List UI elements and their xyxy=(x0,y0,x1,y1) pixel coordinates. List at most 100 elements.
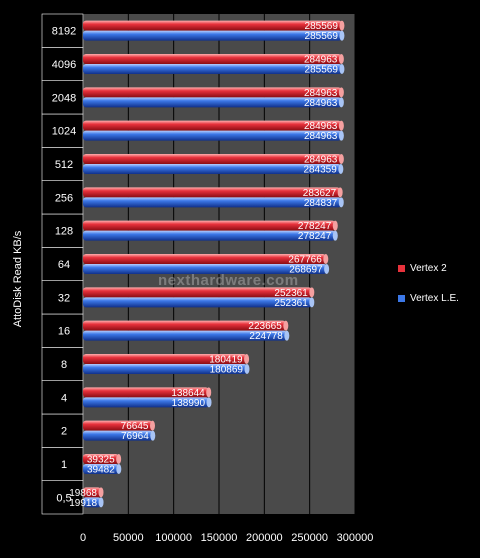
bar-cap-vertex-l-e-128 xyxy=(332,230,338,241)
category-cell-16 xyxy=(41,313,84,348)
bar-cap-vertex-l-e-4096 xyxy=(339,64,345,74)
x-tick-150000: 150000 xyxy=(201,532,238,544)
bar-cap-vertex-l-e-1024 xyxy=(338,130,344,141)
category-cell-2048 xyxy=(41,80,84,115)
category-cell-8 xyxy=(41,347,84,381)
bar-vertex-2-32 xyxy=(83,287,312,298)
bar-cap-vertex-2-1 xyxy=(116,454,122,464)
x-tick-250000: 250000 xyxy=(291,532,328,544)
bar-cap-vertex-2-128 xyxy=(332,220,338,231)
bar-vertex-l-e-4 xyxy=(83,397,210,408)
data-label-vertex-2-32: 252361 xyxy=(274,288,308,299)
bar-cap-vertex-2-2 xyxy=(149,420,155,431)
category-label-64: 64 xyxy=(58,259,70,271)
category-cell-32 xyxy=(41,280,84,315)
bar-cap-vertex-l-e-2048 xyxy=(338,97,344,108)
bar-cap-vertex-l-e-8 xyxy=(244,364,250,374)
data-label-vertex-l-e-128: 278247 xyxy=(298,231,332,242)
bar-cap-vertex-l-e-64 xyxy=(324,264,330,274)
bar-cap-vertex-2-1024 xyxy=(338,120,344,131)
bar-vertex-l-e-8 xyxy=(83,364,247,374)
bar-cap-vertex-2-8192 xyxy=(339,20,345,31)
bar-vertex-l-e-512 xyxy=(83,164,341,174)
bar-cap-vertex-2-8 xyxy=(244,354,250,364)
bar-cap-vertex-l-e-2 xyxy=(150,430,156,441)
data-label-vertex-l-e-1024: 284963 xyxy=(304,131,338,142)
bar-cap-vertex-2-256 xyxy=(337,187,343,198)
data-label-vertex-2-4096: 284963 xyxy=(304,55,338,66)
category-label-0-5: 0,5 xyxy=(56,492,71,504)
category-label-8: 8 xyxy=(61,359,67,371)
bar-cap-vertex-l-e-16 xyxy=(284,330,290,341)
bar-vertex-2-4 xyxy=(83,387,209,398)
data-label-vertex-2-16: 223665 xyxy=(248,321,282,332)
bar-vertex-2-128 xyxy=(83,220,336,231)
bar-vertex-l-e-64 xyxy=(83,264,327,274)
bar-cap-vertex-l-e-512 xyxy=(338,164,344,174)
category-label-32: 32 xyxy=(58,292,70,304)
category-cell-512 xyxy=(41,147,84,181)
bar-vertex-2-2 xyxy=(83,420,153,431)
bar-vertex-l-e-256 xyxy=(83,197,342,208)
category-cell-128 xyxy=(41,213,84,248)
bar-cap-vertex-l-e-8192 xyxy=(339,30,345,41)
bar-vertex-l-e-128 xyxy=(83,230,336,241)
bar-vertex-2-256 xyxy=(83,187,341,198)
legend-swatch-vertex-2 xyxy=(398,264,405,272)
bar-cap-vertex-2-2048 xyxy=(338,87,344,98)
bar-vertex-l-e-1024 xyxy=(83,130,342,141)
x-tick-300000: 300000 xyxy=(337,532,374,544)
bar-vertex-l-e-0-5 xyxy=(83,497,102,508)
data-label-vertex-l-e-0-5: 19918 xyxy=(69,498,97,509)
bar-vertex-l-e-2048 xyxy=(83,97,342,108)
legend-label-vertex-le: Vertex L.E. xyxy=(410,292,459,304)
data-label-vertex-2-8: 180419 xyxy=(209,355,243,366)
data-label-vertex-l-e-4: 138990 xyxy=(172,398,206,409)
y-axis-label: AttoDisk Read KB/s xyxy=(3,0,33,558)
bar-cap-vertex-2-512 xyxy=(338,154,344,164)
data-label-vertex-l-e-4096: 285569 xyxy=(305,65,339,76)
bar-vertex-2-8 xyxy=(83,354,247,364)
bar-cap-vertex-2-64 xyxy=(323,254,329,264)
bar-cap-vertex-2-4 xyxy=(206,387,212,398)
data-label-vertex-l-e-8192: 285569 xyxy=(305,31,339,42)
legend-item-vertex-le: Vertex L.E. xyxy=(398,291,459,305)
category-cell-8192 xyxy=(41,13,84,48)
x-tick-200000: 200000 xyxy=(246,532,283,544)
data-label-vertex-2-512: 284963 xyxy=(304,155,338,166)
data-label-vertex-l-e-2: 76964 xyxy=(121,431,149,442)
data-label-vertex-2-256: 283627 xyxy=(303,188,337,199)
x-tick-50000: 50000 xyxy=(113,532,144,544)
bar-vertex-l-e-4096 xyxy=(83,64,342,74)
bar-vertex-2-2048 xyxy=(83,87,342,98)
bar-vertex-l-e-32 xyxy=(83,297,312,308)
data-label-vertex-2-4: 138644 xyxy=(171,388,205,399)
legend-label-vertex-2: Vertex 2 xyxy=(410,262,447,274)
bar-vertex-2-16 xyxy=(83,320,286,331)
bar-cap-vertex-2-16 xyxy=(283,320,289,331)
data-label-vertex-l-e-64: 268697 xyxy=(289,265,323,276)
x-tick-100000: 100000 xyxy=(155,532,192,544)
data-label-vertex-l-e-1: 39482 xyxy=(87,465,115,476)
bar-vertex-2-512 xyxy=(83,154,342,164)
watermark: nexthardware.com xyxy=(158,272,299,289)
bar-vertex-2-8192 xyxy=(83,20,342,31)
category-cell-4096 xyxy=(41,47,84,81)
category-cell-4 xyxy=(41,380,84,415)
data-label-vertex-2-1: 39325 xyxy=(87,455,115,466)
legend-swatch-vertex-le xyxy=(398,294,405,302)
category-label-1: 1 xyxy=(61,459,67,471)
category-label-512: 512 xyxy=(55,159,73,171)
bar-vertex-l-e-16 xyxy=(83,330,287,341)
bar-cap-vertex-l-e-1 xyxy=(116,464,122,474)
data-label-vertex-l-e-16: 224778 xyxy=(249,331,283,342)
bar-vertex-2-4096 xyxy=(83,54,342,64)
bar-cap-vertex-2-32 xyxy=(309,287,315,298)
category-label-4096: 4096 xyxy=(52,59,76,71)
bar-vertex-l-e-8192 xyxy=(83,30,342,41)
data-label-vertex-2-1024: 284963 xyxy=(304,121,338,132)
bar-vertex-l-e-2 xyxy=(83,430,153,441)
data-label-vertex-2-0-5: 19868 xyxy=(69,488,97,499)
category-label-8192: 8192 xyxy=(52,26,76,38)
